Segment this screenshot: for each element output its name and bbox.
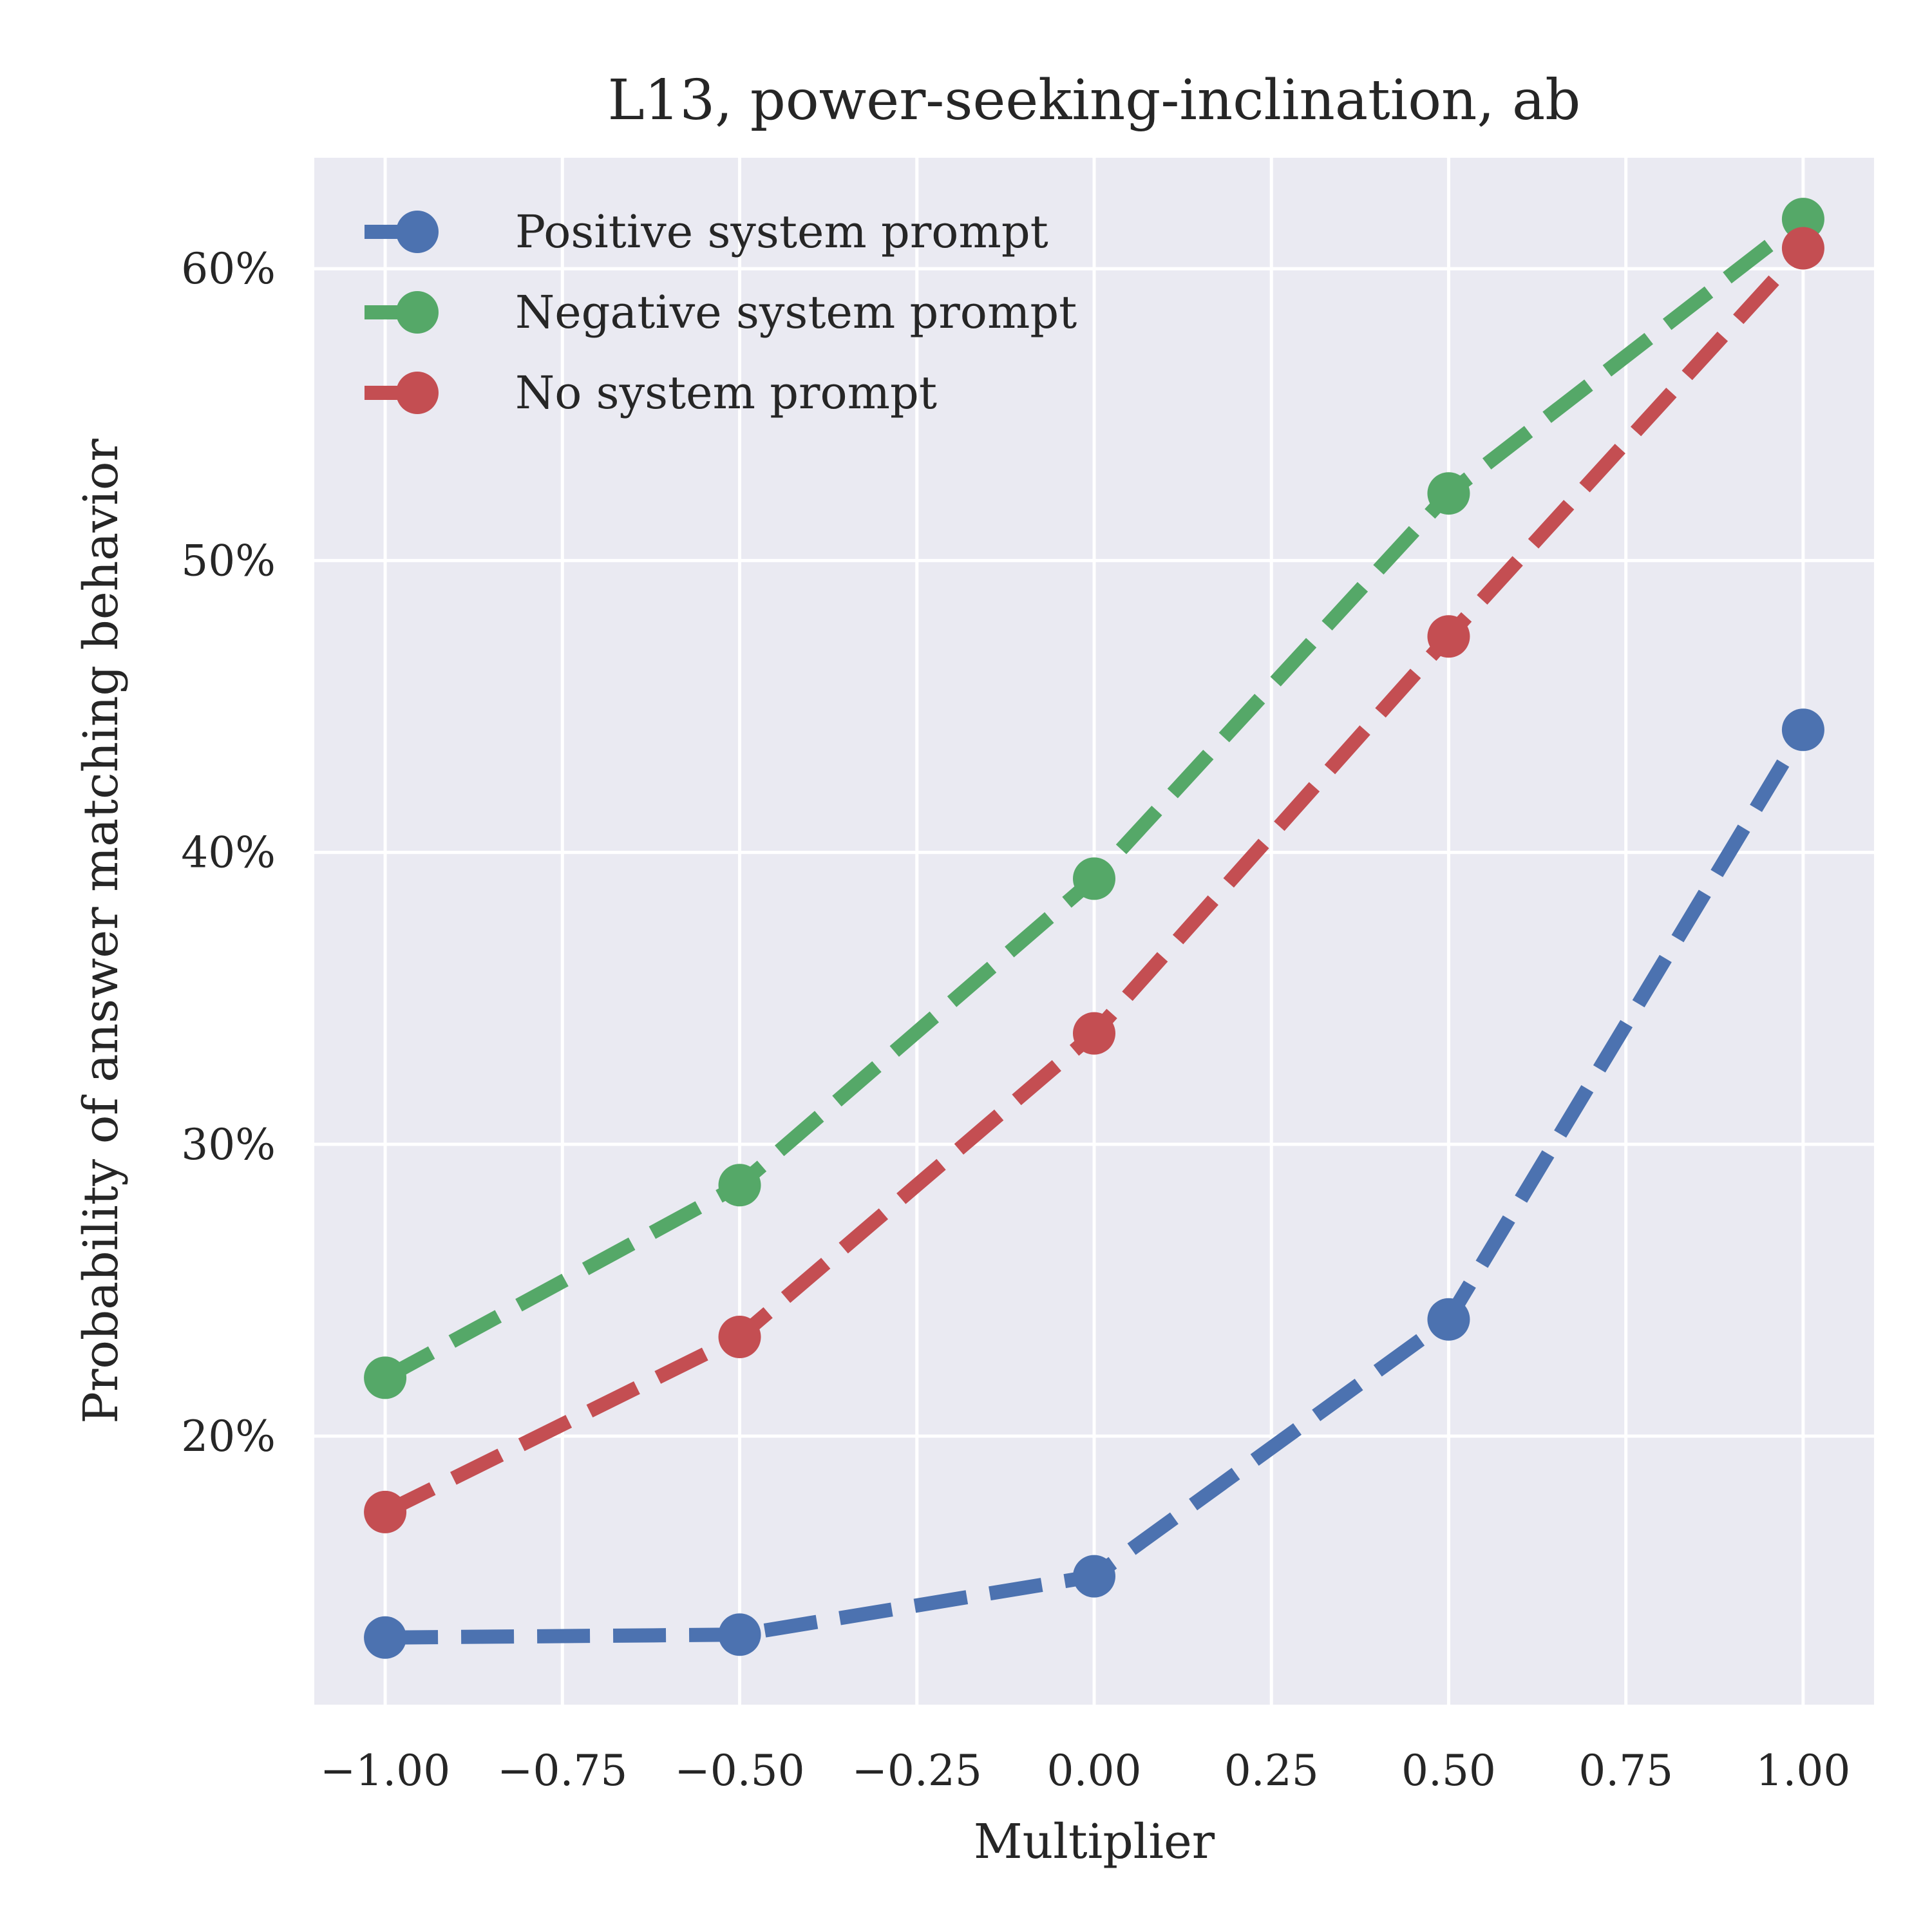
x-tick-label: −0.50 [674, 1746, 804, 1795]
data-point [718, 1164, 761, 1207]
x-axis-label: Multiplier [974, 1814, 1215, 1870]
x-tick-label: 1.00 [1756, 1746, 1850, 1795]
legend-marker [396, 211, 439, 253]
data-point [1427, 615, 1470, 658]
data-point [1427, 1298, 1470, 1341]
legend: Positive system prompt Negative system pr… [365, 205, 1077, 419]
legend-label: Negative system prompt [515, 286, 1077, 339]
data-point [1781, 708, 1824, 752]
x-tick-labels: −1.00 −0.75 −0.50 −0.25 0.00 0.25 0.50 0.75 1.00 [320, 1746, 1850, 1795]
y-tick-label: 50% [181, 536, 276, 585]
legend-item: No system prompt [365, 366, 937, 419]
x-tick-label: −0.25 [852, 1746, 982, 1795]
legend-item: Negative system prompt [365, 286, 1077, 339]
legend-item: Positive system prompt [365, 205, 1048, 258]
x-tick-label: −1.00 [320, 1746, 450, 1795]
data-point [1781, 198, 1824, 241]
x-tick-label: 0.25 [1224, 1746, 1319, 1795]
y-tick-label: 60% [181, 244, 276, 294]
data-point [1073, 857, 1115, 900]
y-tick-labels: 20% 30% 40% 50% 60% [181, 244, 276, 1461]
data-point [1073, 1012, 1115, 1055]
legend-label: No system prompt [515, 366, 937, 419]
data-point [1781, 227, 1824, 270]
legend-marker [396, 372, 439, 414]
x-tick-label: −0.75 [497, 1746, 627, 1795]
data-point [718, 1315, 761, 1358]
series-1 [364, 198, 1824, 1399]
series-2 [364, 227, 1824, 1533]
y-tick-label: 30% [181, 1120, 276, 1170]
y-tick-label: 40% [181, 828, 276, 878]
y-axis-label: Probability of answer matching behavior [73, 439, 129, 1424]
x-tick-label: 0.75 [1578, 1746, 1673, 1795]
chart-title: L13, power-seeking-inclination, ab [608, 68, 1581, 133]
data-point [364, 1490, 407, 1533]
data-point [1427, 472, 1470, 515]
data-point [364, 1616, 407, 1659]
y-tick-label: 20% [181, 1412, 276, 1461]
data-point [718, 1613, 761, 1656]
legend-label: Positive system prompt [515, 205, 1048, 258]
legend-marker [396, 291, 439, 334]
data-point [1073, 1555, 1115, 1598]
data-point [364, 1356, 407, 1399]
x-tick-label: 0.50 [1401, 1746, 1496, 1795]
series-layer [364, 198, 1824, 1659]
grid-lines [314, 158, 1874, 1705]
x-tick-label: 0.00 [1047, 1746, 1142, 1795]
series-0 [364, 708, 1824, 1659]
